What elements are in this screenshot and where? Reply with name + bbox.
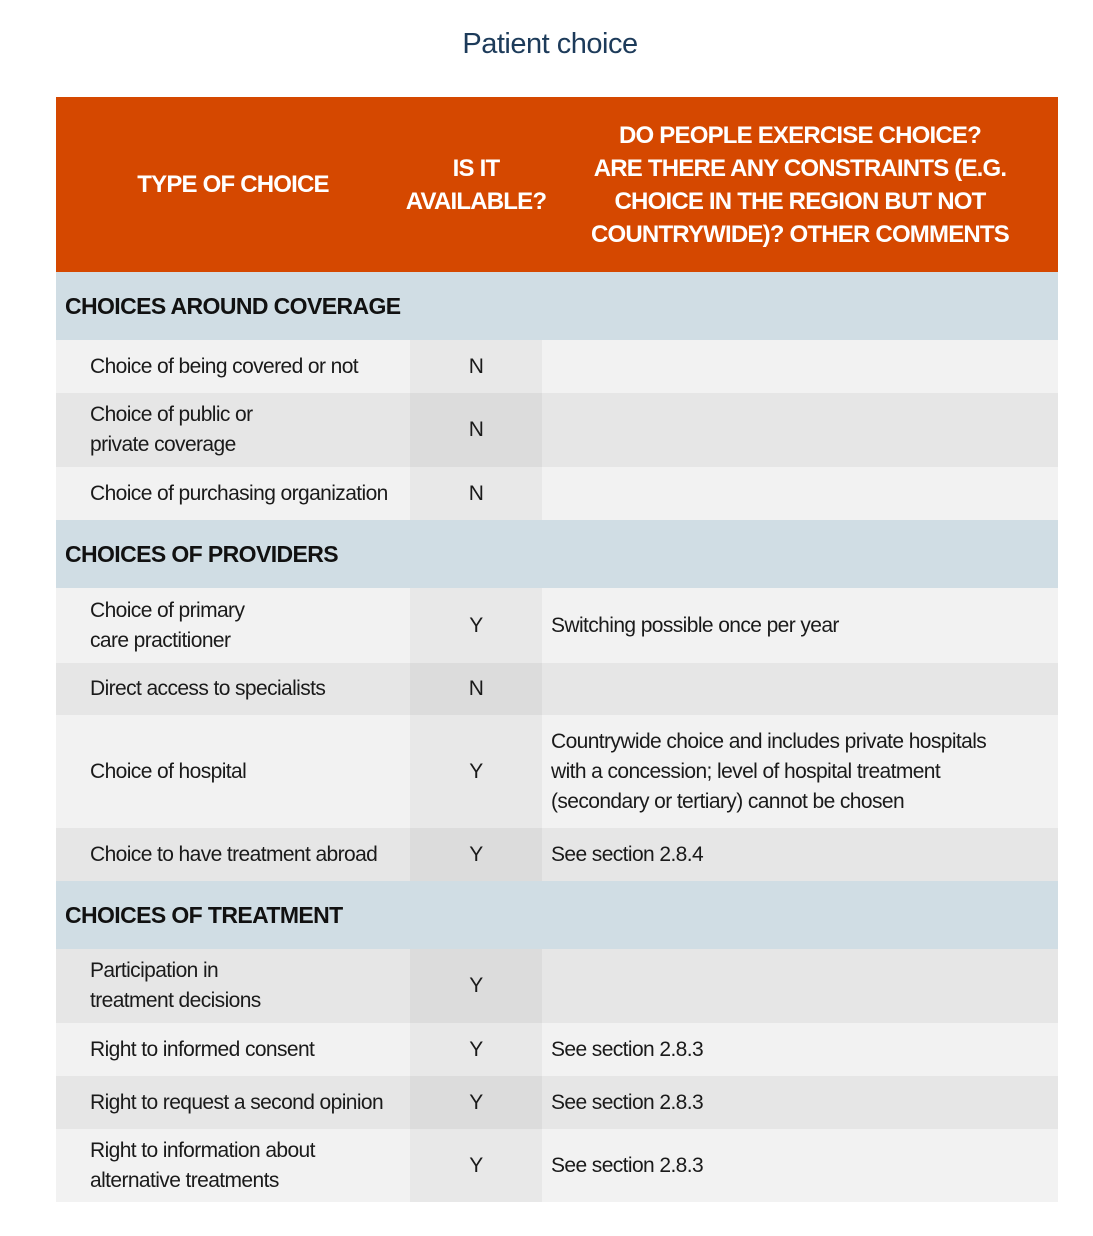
section-header: CHOICES AROUND COVERAGE xyxy=(56,272,1058,340)
availability-cell: Y xyxy=(410,1076,542,1129)
table-row: Choice of hospital Y Countrywide choice an… xyxy=(56,715,1058,828)
comment-cell: See section 2.8.3 xyxy=(542,1129,1058,1202)
type-of-choice-cell: Right to request a second opinion xyxy=(56,1076,410,1129)
comment-cell xyxy=(542,393,1058,467)
availability-cell: N xyxy=(410,663,542,715)
type-of-choice-cell: Right to informed consent xyxy=(56,1023,410,1076)
page-title: Patient choice xyxy=(462,28,638,60)
comment-cell: See section 2.8.3 xyxy=(542,1076,1058,1129)
type-of-choice-cell: Direct access to specialists xyxy=(56,663,410,715)
type-of-choice-cell: Choice of public or private coverage xyxy=(56,393,410,467)
type-of-choice-cell: Choice to have treatment abroad xyxy=(56,828,410,881)
header-comments: DO PEOPLE EXERCISE CHOICE? ARE THERE ANY… xyxy=(590,121,1010,248)
comment-cell: Switching possible once per year xyxy=(542,588,1058,663)
comment-cell: See section 2.8.4 xyxy=(542,828,1058,881)
type-of-choice-cell: Choice of hospital xyxy=(56,715,410,828)
availability-cell: N xyxy=(410,393,542,467)
table-row: Choice of purchasing organization N xyxy=(56,467,1058,520)
comment-cell xyxy=(542,663,1058,715)
header-type-of-choice: TYPE OF CHOICE xyxy=(137,171,329,198)
type-of-choice-cell: Right to information about alternative t… xyxy=(56,1129,410,1202)
comment-cell xyxy=(542,340,1058,393)
header-available: IS IT AVAILABLE? xyxy=(405,154,547,215)
type-of-choice-cell: Choice of purchasing organization xyxy=(56,467,410,520)
availability-cell: Y xyxy=(410,828,542,881)
section-header: CHOICES OF TREATMENT xyxy=(56,881,1058,949)
availability-cell: N xyxy=(410,340,542,393)
table-row: Right to request a second opinion Y See se… xyxy=(56,1076,1058,1129)
availability-cell: Y xyxy=(410,949,542,1023)
availability-cell: Y xyxy=(410,1129,542,1202)
comment-cell: Countrywide choice and includes private … xyxy=(542,715,1058,828)
table-row: Choice of primary care practitioner Y Swit… xyxy=(56,588,1058,663)
availability-cell: N xyxy=(410,467,542,520)
patient-choice-table: TYPE OF CHOICE IS IT AVAILABLE? DO PEOPL… xyxy=(56,97,1058,1202)
type-of-choice-cell: Choice of being covered or not xyxy=(56,340,410,393)
section-header: CHOICES OF PROVIDERS xyxy=(56,520,1058,588)
availability-cell: Y xyxy=(410,715,542,828)
table-row: Participation in treatment decisions Y xyxy=(56,949,1058,1023)
table-row: Choice of being covered or not N xyxy=(56,340,1058,393)
table-row: Choice to have treatment abroad Y See sect… xyxy=(56,828,1058,881)
table-header: TYPE OF CHOICE IS IT AVAILABLE? DO PEOPL… xyxy=(56,97,1058,272)
type-of-choice-cell: Participation in treatment decisions xyxy=(56,949,410,1023)
type-of-choice-cell: Choice of primary care practitioner xyxy=(56,588,410,663)
availability-cell: Y xyxy=(410,1023,542,1076)
comment-cell xyxy=(542,949,1058,1023)
table-row: Right to informed consent Y See section 2.… xyxy=(56,1023,1058,1076)
table-row: Direct access to specialists N xyxy=(56,663,1058,715)
table-row: Choice of public or private coverage N xyxy=(56,393,1058,467)
table-row: Right to information about alternative t… xyxy=(56,1129,1058,1202)
availability-cell: Y xyxy=(410,588,542,663)
comment-cell xyxy=(542,467,1058,520)
comment-cell: See section 2.8.3 xyxy=(542,1023,1058,1076)
